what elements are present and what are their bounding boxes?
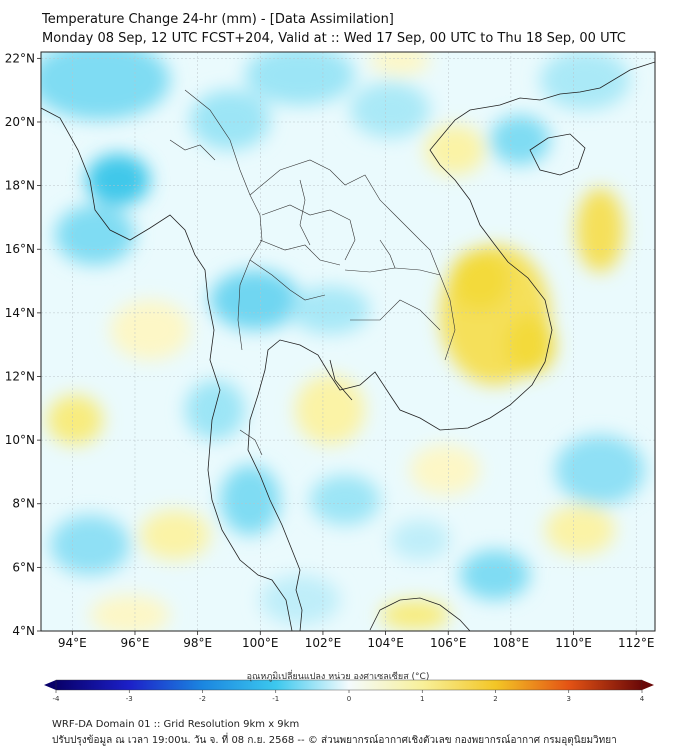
myanmar-thailand-border — [184, 89, 263, 351]
map-title: Temperature Change 24-hr (mm) - [Data As… — [42, 12, 394, 27]
colorbar-ticks: -4 -3 -2 -1 0 1 2 3 4 — [53, 690, 645, 703]
footer-credit: ปรับปรุงข้อมูล ณ เวลา 19:00น. วัน จ. ที่… — [52, 735, 617, 746]
province-border-d — [261, 204, 351, 221]
colorbar-label: อุณหภูมิเปลี่ยนแปลง หน่วย องศาเซลเซียส (… — [246, 672, 430, 682]
lon-tick-label: 96°E — [121, 636, 150, 650]
borneo-coast — [369, 597, 471, 631]
lon-tick-label: 112°E — [618, 636, 655, 650]
colorbar: -4 -3 -2 -1 0 1 2 3 4 — [44, 679, 654, 703]
coastline-layer — [41, 61, 655, 631]
peninsula-border — [239, 429, 263, 456]
gulf-coast — [329, 359, 353, 401]
lat-tick-label: 22°N — [5, 51, 35, 65]
border-layer — [169, 89, 456, 456]
lon-tick-label: 98°E — [183, 636, 212, 650]
hainan-island — [529, 133, 586, 176]
lon-tick-label: 108°E — [493, 636, 530, 650]
colorbar-left-arrow — [44, 680, 56, 690]
western-coastline — [41, 107, 293, 631]
footer-model-info: WRF-DA Domain 01 :: Grid Resolution 9km … — [52, 719, 300, 730]
province-border-e — [299, 179, 311, 246]
province-border-b — [259, 239, 341, 266]
colorbar-tick-label: 2 — [493, 695, 497, 703]
longitude-labels: 94°E 96°E 98°E 100°E 102°E 104°E 106°E 108°E 110… — [58, 636, 655, 650]
colorbar-tick-label: -4 — [53, 695, 61, 703]
field-layer — [41, 52, 655, 631]
lat-tick-label: 10°N — [5, 433, 35, 447]
eastern-coastline — [247, 61, 655, 631]
colorbar-tick-label: -3 — [126, 695, 133, 703]
colorbar-right-arrow — [642, 680, 654, 690]
lon-tick-label: 102°E — [305, 636, 342, 650]
colorbar-tick-label: -2 — [199, 695, 206, 703]
province-border-a — [350, 299, 441, 331]
lat-tick-label: 6°N — [12, 560, 35, 574]
colorbar-tick-label: 0 — [347, 695, 351, 703]
lat-tick-label: 4°N — [12, 624, 35, 638]
lat-tick-label: 12°N — [5, 369, 35, 383]
lon-tick-label: 110°E — [555, 636, 592, 650]
colorbar-tick-label: 4 — [640, 695, 645, 703]
lat-tick-label: 8°N — [12, 497, 35, 511]
colorbar-tick-label: 3 — [567, 695, 571, 703]
lat-tick-label: 20°N — [5, 115, 35, 129]
lat-tick-label: 16°N — [5, 242, 35, 256]
myanmar-internal-border — [169, 139, 216, 161]
colorbar-tick-label: 1 — [420, 695, 424, 703]
lon-tick-label: 94°E — [58, 636, 87, 650]
map-subtitle: Monday 08 Sep, 12 UTC FCST+204, Valid at… — [42, 31, 626, 46]
grid-layer — [37, 51, 656, 635]
province-border-f — [344, 219, 356, 261]
province-border-g — [379, 239, 396, 269]
plot-frame — [40, 51, 656, 632]
lon-tick-label: 100°E — [242, 636, 279, 650]
lon-tick-label: 106°E — [430, 636, 467, 650]
colorbar-tick-label: -1 — [272, 695, 279, 703]
province-border-c — [249, 259, 326, 301]
lat-tick-label: 14°N — [5, 306, 35, 320]
lon-tick-label: 104°E — [367, 636, 404, 650]
laos-border — [249, 159, 456, 361]
latitude-labels: 22°N 20°N 18°N 16°N 14°N 12°N 10°N 8°N 6°N 4°N — [5, 51, 35, 638]
field-blobs — [41, 52, 645, 631]
lat-tick-label: 18°N — [5, 179, 35, 193]
